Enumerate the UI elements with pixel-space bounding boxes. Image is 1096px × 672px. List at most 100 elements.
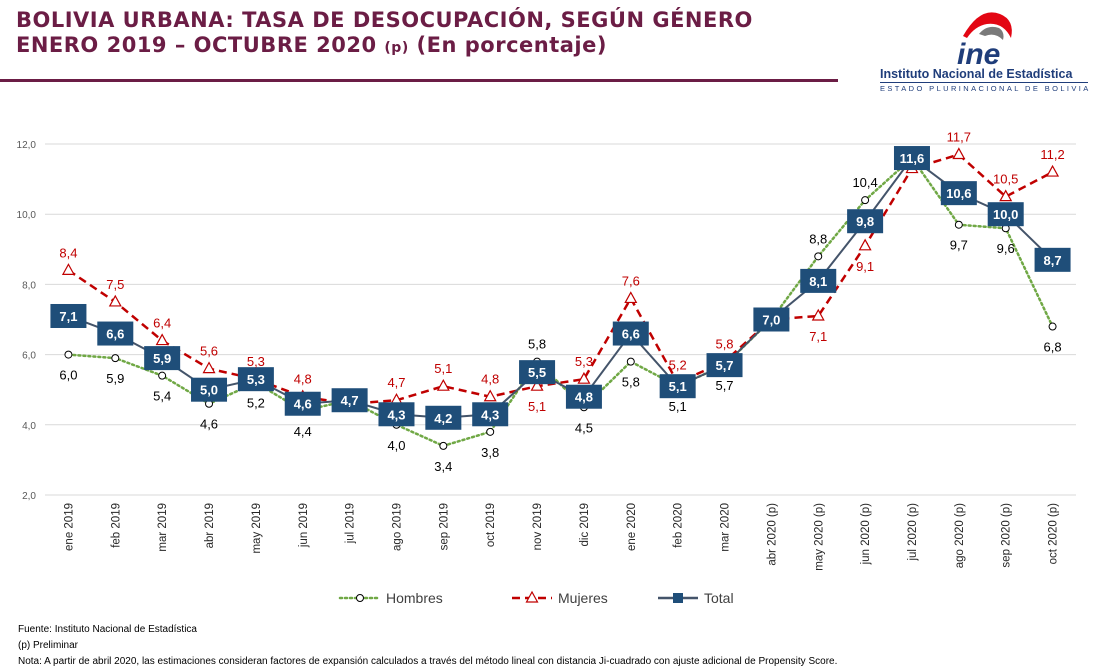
point-hombres bbox=[861, 196, 870, 205]
data-label-total: 11,6 bbox=[900, 151, 925, 166]
point-mujeres bbox=[436, 378, 450, 391]
grid-layer bbox=[45, 143, 1076, 496]
point-total bbox=[612, 321, 649, 346]
data-label-hombres: 9,6 bbox=[997, 241, 1015, 256]
x-tick-label: mar 2020 bbox=[720, 503, 732, 552]
x-tick-label: may 2019 bbox=[251, 503, 263, 554]
data-label-hombres: 6,0 bbox=[59, 368, 77, 383]
x-tick-label: sep 2020 (p) bbox=[1001, 503, 1013, 568]
legend-mujeres: Mujeres bbox=[512, 590, 608, 606]
data-label-hombres: 5,2 bbox=[247, 396, 265, 411]
y-tick-label: 6,0 bbox=[22, 351, 36, 362]
series-line-mujeres bbox=[67, 153, 1054, 405]
x-tick-label: sep 2019 bbox=[438, 503, 450, 550]
data-label-total: 8,7 bbox=[1044, 253, 1062, 268]
ine-name: Instituto Nacional de Estadística bbox=[880, 67, 1073, 81]
data-label-mujeres: 5,2 bbox=[669, 358, 687, 373]
data-label-total: 8,1 bbox=[809, 274, 827, 289]
x-tick-label: oct 2019 bbox=[485, 503, 497, 547]
data-label-total: 4,8 bbox=[575, 390, 593, 405]
x-tick-label: feb 2020 bbox=[673, 503, 685, 548]
footer-preliminary: (p) Preliminar bbox=[18, 640, 79, 651]
legend: Hombres Mujeres Total bbox=[338, 590, 734, 606]
point-mujeres bbox=[155, 333, 169, 346]
data-label-hombres: 9,7 bbox=[950, 238, 968, 253]
point-total bbox=[893, 146, 930, 171]
point-total bbox=[331, 388, 368, 413]
data-label-hombres: 4,0 bbox=[387, 438, 405, 453]
data-label-total: 10,0 bbox=[993, 207, 1018, 222]
unemployment-line-chart: 2,0 4,0 6,0 8,0 10,0 12,0 ene 2019 feb 2019 mar… bbox=[17, 130, 1076, 606]
point-hombres bbox=[954, 220, 963, 229]
x-tick-label: feb 2019 bbox=[110, 503, 122, 548]
ine-subtitle: ESTADO PLURINACIONAL DE BOLIVIA bbox=[880, 84, 1091, 93]
point-total bbox=[472, 402, 509, 427]
point-total bbox=[565, 384, 602, 409]
point-mujeres bbox=[858, 238, 872, 251]
footer-note: Nota: A partir de abril 2020, las estima… bbox=[18, 656, 838, 667]
data-label-mujeres: 4,8 bbox=[481, 372, 499, 387]
data-label-mujeres: 11,7 bbox=[947, 130, 971, 145]
x-axis-ticks: ene 2019 feb 2019 mar 2019 abr 2019 may 2019… bbox=[63, 503, 1059, 571]
y-tick-label: 4,0 bbox=[22, 421, 36, 432]
data-label-hombres: 8,8 bbox=[809, 231, 827, 246]
data-label-hombres: 3,8 bbox=[481, 445, 499, 460]
data-label-hombres: 10,4 bbox=[852, 175, 877, 190]
point-hombres bbox=[814, 252, 823, 261]
data-label-total: 6,6 bbox=[622, 327, 640, 342]
point-mujeres bbox=[624, 291, 638, 304]
y-tick-label: 2,0 bbox=[22, 491, 36, 502]
point-hombres bbox=[626, 357, 635, 366]
legend-label: Mujeres bbox=[558, 590, 608, 606]
y-tick-label: 12,0 bbox=[17, 140, 37, 151]
legend-marker bbox=[356, 594, 364, 602]
footer-source: Fuente: Instituto Nacional de Estadístic… bbox=[18, 624, 197, 635]
data-label-hombres: 5,9 bbox=[106, 371, 124, 386]
legend-marker bbox=[525, 590, 539, 603]
data-label-total: 5,3 bbox=[247, 372, 265, 387]
data-label-total: 5,7 bbox=[715, 358, 733, 373]
data-label-hombres: 6,8 bbox=[1044, 340, 1062, 355]
point-hombres bbox=[158, 371, 167, 380]
point-total bbox=[97, 321, 134, 346]
point-total bbox=[519, 360, 556, 385]
data-label-hombres: 4,6 bbox=[200, 417, 218, 432]
point-total bbox=[847, 209, 884, 234]
data-label-total: 4,7 bbox=[341, 393, 359, 408]
y-tick-label: 10,0 bbox=[17, 210, 37, 221]
title-line-1: BOLIVIA URBANA: TASA DE DESOCUPACIÓN, SE… bbox=[16, 8, 753, 32]
data-label-hombres: 4,4 bbox=[294, 424, 312, 439]
title-underline bbox=[0, 79, 838, 82]
x-tick-label: dic 2019 bbox=[579, 503, 591, 546]
data-label-total: 4,3 bbox=[481, 407, 499, 422]
data-label-total: 5,9 bbox=[153, 351, 171, 366]
point-mujeres bbox=[61, 263, 75, 275]
data-label-hombres: 5,7 bbox=[715, 378, 733, 393]
data-label-mujeres: 5,6 bbox=[200, 344, 218, 359]
data-label-total: 10,6 bbox=[946, 186, 971, 201]
x-tick-label: jul 2019 bbox=[345, 503, 357, 544]
data-label-total: 6,6 bbox=[106, 327, 124, 342]
data-label-mujeres: 8,4 bbox=[59, 245, 77, 260]
series-line-total bbox=[68, 156, 1054, 419]
point-mujeres bbox=[1046, 164, 1060, 177]
point-hombres bbox=[111, 354, 120, 363]
legend-label: Total bbox=[704, 590, 734, 606]
data-label-hombres: 3,4 bbox=[434, 459, 452, 474]
point-mujeres bbox=[108, 294, 122, 307]
data-label-mujeres: 5,3 bbox=[247, 354, 265, 369]
point-total bbox=[987, 202, 1024, 227]
data-label-total: 4,2 bbox=[434, 411, 452, 426]
point-total bbox=[1034, 247, 1071, 272]
title-preliminary-mark: (p) bbox=[384, 40, 409, 56]
y-tick-label: 8,0 bbox=[22, 280, 36, 291]
point-total bbox=[800, 268, 837, 293]
data-label-hombres: 5,8 bbox=[622, 375, 640, 390]
data-label-layer: 7,1 6,6 5,9 5,0 5,3 4,6 4,7 4,3 4,2 4,3 5,5 4,8 6,6 5… bbox=[59, 130, 1064, 474]
series-line-hombres bbox=[67, 156, 1054, 448]
page-title: BOLIVIA URBANA: TASA DE DESOCUPACIÓN, SE… bbox=[16, 8, 753, 61]
data-label-mujeres: 5,1 bbox=[434, 361, 452, 376]
x-tick-label: jun 2020 (p) bbox=[860, 503, 872, 566]
logo-divider bbox=[880, 82, 1088, 83]
point-mujeres bbox=[202, 361, 216, 374]
